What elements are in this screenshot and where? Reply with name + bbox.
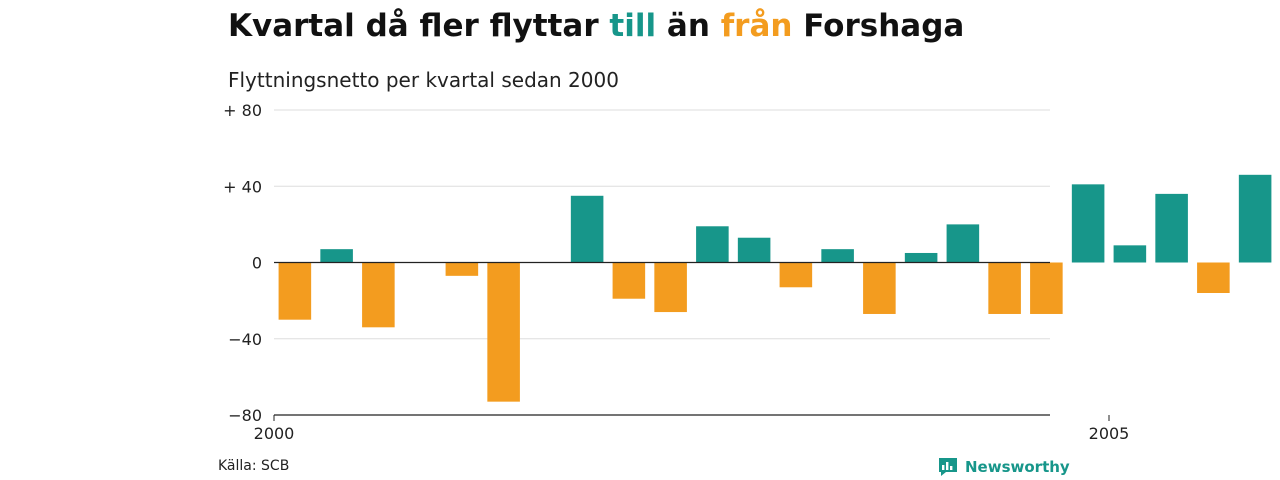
bar [779, 262, 813, 288]
brand-logo: Newsworthy [937, 456, 1070, 478]
bar [654, 262, 687, 313]
bar [1113, 245, 1147, 263]
bar [1030, 262, 1063, 314]
bar [320, 249, 353, 263]
axes: + 80+ 400−40−8020002005201020152020 [223, 101, 1130, 443]
title-fran-word: från [720, 8, 793, 44]
y-tick-label: −40 [228, 330, 262, 349]
title-till-word: till [609, 8, 657, 44]
source-label: Källa: SCB [218, 458, 290, 474]
x-tick-label: 2000 [254, 424, 295, 443]
title-part3: Forshaga [792, 8, 965, 44]
bar [904, 252, 938, 263]
bar [737, 237, 771, 263]
bar [1071, 184, 1105, 263]
x-tick-label: 2005 [1089, 424, 1130, 443]
chart-subtitle: Flyttningsnetto per kvartal sedan 2000 [228, 68, 619, 92]
y-tick-label: 0 [252, 254, 262, 273]
title-part1: Kvartal då fler flyttar [228, 8, 610, 44]
bar [988, 262, 1021, 314]
bar [821, 249, 854, 263]
bar [863, 262, 896, 314]
bar [570, 195, 604, 263]
bars [278, 174, 1272, 402]
y-tick-label: −80 [228, 406, 262, 425]
title-part2: än [656, 8, 721, 44]
grid-lines [274, 109, 1050, 340]
newsworthy-logo-icon [939, 458, 957, 476]
bar [487, 262, 520, 402]
bar [362, 262, 395, 328]
bar [946, 224, 980, 263]
bar [1197, 262, 1230, 293]
bar [1155, 193, 1188, 263]
y-tick-label: + 80 [223, 101, 262, 120]
bar [445, 262, 479, 276]
bar [696, 226, 729, 263]
bar [1238, 174, 1272, 263]
y-tick-label: + 40 [223, 177, 262, 196]
brand-name: Newsworthy [965, 458, 1070, 476]
bar [278, 262, 312, 320]
chart-title: Kvartal då fler flyttar till än från For… [228, 8, 964, 44]
bar [612, 262, 646, 299]
